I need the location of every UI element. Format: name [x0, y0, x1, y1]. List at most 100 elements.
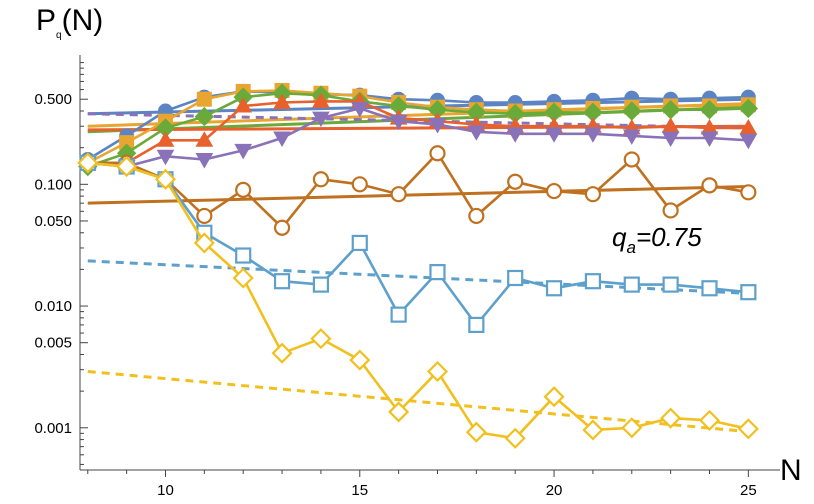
y-tick-label: 0.001 [34, 420, 72, 437]
x-tick-label: 10 [157, 482, 174, 499]
yellow-open-diamond-point [271, 342, 293, 364]
lightblue-fit [87, 259, 749, 295]
yellow-open-diamond-point [504, 427, 526, 449]
green-filled-diamond-point [194, 106, 215, 127]
yellow-open-diamond-point [154, 168, 177, 190]
y-tick-label: 0.500 [34, 91, 72, 108]
orange-filled-square-point [196, 91, 212, 107]
purple-filled-triangle-down-point [545, 127, 563, 143]
yellow-open-diamond-point [193, 232, 215, 254]
yellow-open-diamond-series [77, 152, 759, 449]
lightblue-open-square-point [429, 264, 446, 281]
red-filled-triangle-up-point [234, 96, 253, 113]
red-filled-triangle-up-point [195, 131, 214, 147]
fit-lines [87, 97, 749, 434]
brown-open-circle-point [584, 186, 602, 203]
yellow-open-diamond-point [77, 152, 99, 174]
lightblue-open-square-point [468, 316, 485, 334]
brown-open-circle-point [740, 184, 757, 201]
purple-filled-triangle-down-line [87, 107, 749, 168]
purple-filled-triangle-down-point [622, 129, 641, 145]
lightblue-open-square-point [507, 269, 524, 287]
purple-filled-triangle-down-point [234, 143, 253, 160]
brown-open-circle-point [196, 207, 213, 225]
purple-filled-triangle-down-point [389, 114, 408, 131]
yellow-open-diamond-point [310, 328, 332, 350]
red-filled-triangle-up-point [312, 92, 330, 108]
y-tick-label: 0.005 [34, 335, 72, 352]
lightblue-open-square-point [623, 276, 640, 293]
lightblue-open-square-point [273, 273, 291, 290]
yellow-open-diamond-point [737, 418, 759, 440]
purple-filled-triangle-down-point [156, 149, 175, 166]
brown-fit [87, 184, 749, 205]
lightblue-open-square-point [390, 306, 407, 323]
x-tick-label: 15 [351, 482, 368, 499]
yellow-open-diamond-point [698, 409, 721, 431]
data-series [77, 82, 759, 449]
red-filled-triangle-up-point [156, 131, 175, 147]
yellow-fit [87, 370, 749, 434]
purple-filled-triangle-down-point [661, 131, 680, 148]
yellow-open-diamond-point [621, 417, 643, 439]
green-filled-diamond-point [738, 98, 759, 119]
y-axis-title-sub: q [56, 30, 62, 41]
qa-annotation-main: q [612, 222, 627, 252]
purple-filled-triangle-down-point [467, 125, 486, 141]
purple-filled-triangle-down-point [312, 111, 330, 128]
yellow-open-diamond-point [388, 401, 410, 423]
lightblue-open-square-point [740, 284, 757, 301]
purple-fit [87, 112, 749, 130]
brown-open-circle-point [623, 151, 640, 168]
brown-open-circle-point [545, 182, 563, 200]
purple-filled-triangle-down-point [739, 133, 758, 150]
brown-open-circle-point [273, 219, 291, 236]
red-filled-triangle-up-line [87, 100, 749, 165]
y-axis-title-tail: (N) [62, 4, 104, 37]
purple-filled-triangle-down-point [506, 127, 525, 143]
purple-filled-triangle-down-point [428, 117, 447, 134]
red-filled-triangle-up-point [273, 93, 291, 109]
brown-open-circle-point [390, 186, 407, 203]
y-axis-title-main: P [36, 4, 56, 37]
purple-filled-triangle-down-point [350, 101, 369, 118]
x-axis-title: N [780, 454, 802, 487]
yellow-open-diamond-point [582, 419, 604, 441]
brown-open-circle-point [468, 207, 485, 225]
brown-open-circle-point [662, 202, 679, 219]
lightblue-open-square-point [584, 273, 602, 290]
brown-open-circle-point [429, 145, 446, 162]
y-tick-label: 0.050 [34, 213, 72, 230]
yellow-open-diamond-line [87, 161, 749, 440]
lightblue-open-square-point [545, 280, 563, 297]
qa-annotation-sub: a [626, 238, 635, 257]
purple-filled-triangle-down-point [700, 131, 719, 148]
axes: 10 15 20 25 0.500 0.100 0.050 0.010 0.005 0.001 [34, 55, 780, 499]
x-tick-label: 20 [546, 482, 563, 499]
qa-annotation: qa=0.75 [612, 222, 702, 257]
yellow-open-diamond-point [232, 267, 254, 289]
lightblue-open-square-point [662, 276, 679, 293]
purple-filled-triangle-down-point [273, 131, 291, 148]
yellow-open-diamond-point [543, 386, 565, 408]
green-filled-diamond-point [699, 100, 720, 120]
lightblue-open-square-point [701, 280, 718, 297]
yellow-open-diamond-point [426, 360, 449, 383]
qa-annotation-tail: =0.75 [636, 222, 702, 252]
yellow-open-diamond-point [349, 349, 371, 371]
y-tick-label: 0.100 [34, 176, 72, 193]
brown-open-circle-point [235, 181, 252, 198]
yellow-open-diamond-point [465, 421, 487, 443]
brown-open-circle-point [701, 177, 718, 194]
y-tick-label: 0.010 [34, 298, 72, 315]
brown-open-circle-point [507, 173, 524, 190]
brown-open-circle-point [351, 176, 368, 193]
brown-open-circle-line [87, 151, 749, 229]
yellow-open-diamond-point [116, 155, 138, 178]
lightblue-open-square-point [351, 234, 368, 252]
purple-filled-triangle-down-point [195, 152, 214, 169]
brown-open-circle-point [312, 171, 330, 188]
y-axis-title: Pq(N) [36, 4, 103, 41]
